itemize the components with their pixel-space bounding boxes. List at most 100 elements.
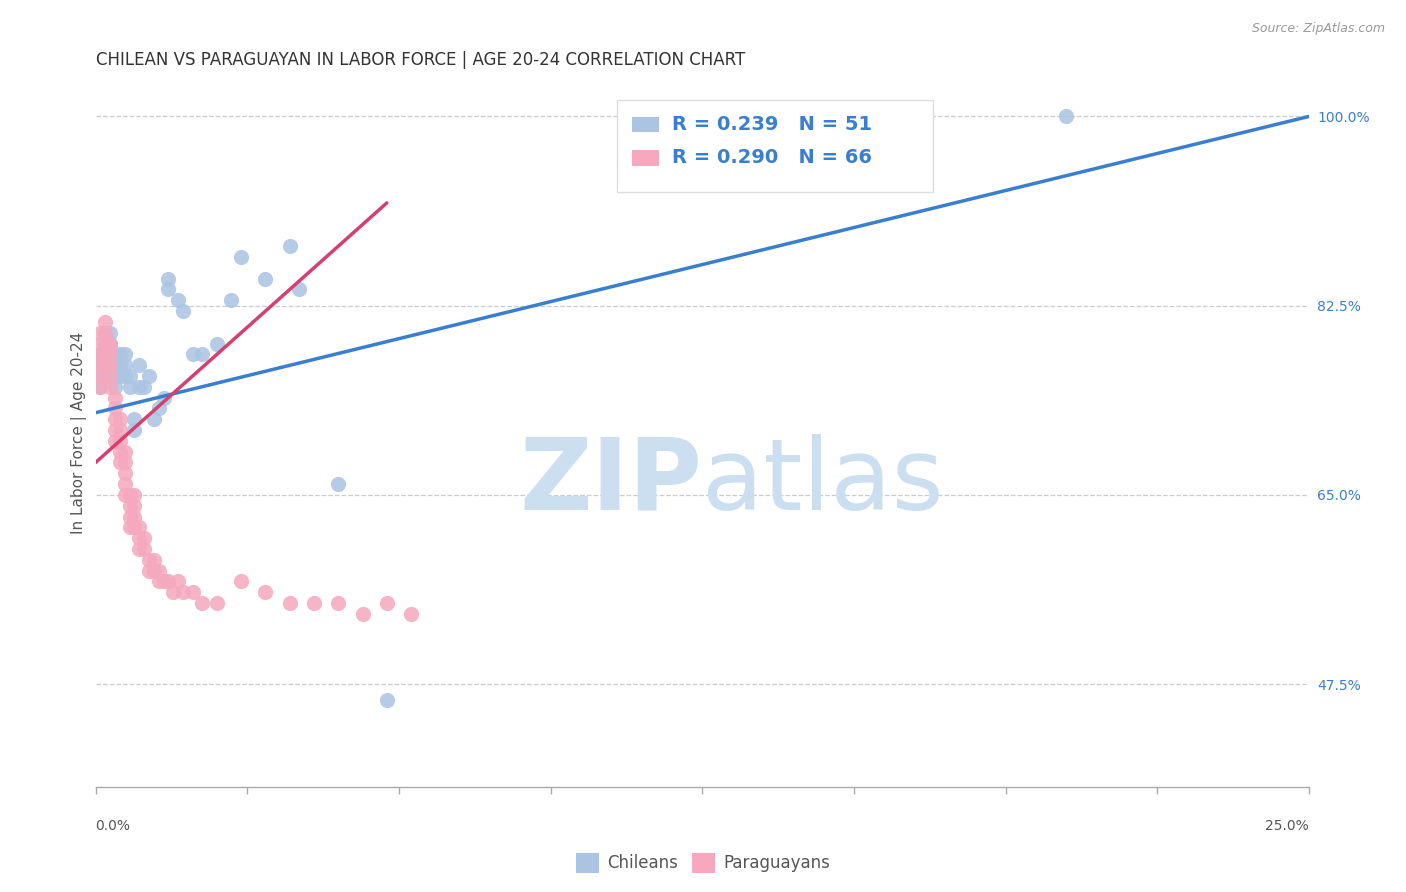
Point bbox=[114, 477, 136, 491]
Point bbox=[124, 412, 146, 426]
Point bbox=[94, 336, 117, 351]
Point bbox=[108, 434, 131, 448]
Point bbox=[89, 347, 111, 361]
FancyBboxPatch shape bbox=[631, 117, 658, 132]
Point bbox=[89, 368, 111, 383]
Point bbox=[108, 347, 131, 361]
Point bbox=[288, 283, 311, 297]
Point bbox=[302, 596, 325, 610]
Point bbox=[114, 358, 136, 372]
Point bbox=[231, 250, 253, 264]
Point bbox=[132, 380, 155, 394]
Point bbox=[104, 347, 127, 361]
Point bbox=[98, 368, 121, 383]
Text: 25.0%: 25.0% bbox=[1265, 820, 1309, 833]
Y-axis label: In Labor Force | Age 20-24: In Labor Force | Age 20-24 bbox=[72, 332, 87, 534]
Point bbox=[98, 347, 121, 361]
Point bbox=[278, 596, 301, 610]
Point bbox=[108, 423, 131, 437]
Point bbox=[98, 358, 121, 372]
Point bbox=[104, 391, 127, 405]
Point bbox=[98, 336, 121, 351]
Point bbox=[152, 391, 174, 405]
Point bbox=[167, 574, 190, 589]
Point bbox=[132, 531, 155, 545]
Text: CHILEAN VS PARAGUAYAN IN LABOR FORCE | AGE 20-24 CORRELATION CHART: CHILEAN VS PARAGUAYAN IN LABOR FORCE | A… bbox=[96, 51, 745, 69]
Point bbox=[89, 336, 111, 351]
Point bbox=[148, 574, 170, 589]
Point bbox=[108, 368, 131, 383]
Point bbox=[142, 412, 165, 426]
Point bbox=[114, 455, 136, 469]
Point bbox=[89, 358, 111, 372]
Point bbox=[352, 607, 374, 621]
Point bbox=[142, 564, 165, 578]
Point bbox=[181, 347, 204, 361]
Point bbox=[94, 336, 117, 351]
Point bbox=[138, 564, 160, 578]
Point bbox=[375, 693, 398, 707]
Point bbox=[98, 358, 121, 372]
Point bbox=[94, 347, 117, 361]
Point bbox=[104, 380, 127, 394]
Legend: Chileans, Paraguayans: Chileans, Paraguayans bbox=[569, 847, 837, 880]
Point bbox=[98, 336, 121, 351]
Point bbox=[1054, 110, 1077, 124]
Point bbox=[104, 401, 127, 416]
Point bbox=[118, 509, 141, 524]
Point bbox=[118, 368, 141, 383]
Point bbox=[108, 455, 131, 469]
Point bbox=[138, 368, 160, 383]
Point bbox=[231, 574, 253, 589]
Point bbox=[89, 358, 111, 372]
Point bbox=[128, 380, 150, 394]
Point bbox=[191, 347, 214, 361]
Point bbox=[94, 326, 117, 340]
Point bbox=[104, 412, 127, 426]
Point bbox=[98, 347, 121, 361]
Text: atlas: atlas bbox=[702, 434, 943, 531]
Point bbox=[181, 585, 204, 599]
Point bbox=[104, 358, 127, 372]
Point bbox=[205, 336, 228, 351]
Point bbox=[138, 553, 160, 567]
Point bbox=[108, 358, 131, 372]
Point bbox=[89, 380, 111, 394]
Point bbox=[94, 315, 117, 329]
Point bbox=[278, 239, 301, 253]
Point bbox=[142, 553, 165, 567]
Point bbox=[98, 326, 121, 340]
Point bbox=[157, 271, 180, 285]
Point bbox=[148, 564, 170, 578]
Point bbox=[114, 368, 136, 383]
Point bbox=[108, 412, 131, 426]
Point bbox=[104, 434, 127, 448]
FancyBboxPatch shape bbox=[617, 100, 932, 192]
Point bbox=[148, 401, 170, 416]
Point bbox=[716, 163, 738, 178]
FancyBboxPatch shape bbox=[631, 150, 658, 166]
Point bbox=[162, 585, 184, 599]
Text: R = 0.290   N = 66: R = 0.290 N = 66 bbox=[672, 148, 872, 168]
Point bbox=[118, 488, 141, 502]
Point bbox=[167, 293, 190, 308]
Point bbox=[128, 541, 150, 556]
Point bbox=[94, 358, 117, 372]
Point bbox=[89, 326, 111, 340]
Text: ZIP: ZIP bbox=[519, 434, 702, 531]
Point bbox=[128, 531, 150, 545]
Point bbox=[221, 293, 243, 308]
Point bbox=[328, 596, 350, 610]
Text: 0.0%: 0.0% bbox=[96, 820, 131, 833]
Point bbox=[375, 596, 398, 610]
Point bbox=[124, 509, 146, 524]
Point bbox=[172, 585, 194, 599]
Point bbox=[89, 347, 111, 361]
Point bbox=[124, 520, 146, 534]
Point bbox=[128, 358, 150, 372]
Point bbox=[157, 283, 180, 297]
Point bbox=[118, 380, 141, 394]
Point bbox=[94, 326, 117, 340]
Point bbox=[104, 423, 127, 437]
Point bbox=[114, 467, 136, 481]
